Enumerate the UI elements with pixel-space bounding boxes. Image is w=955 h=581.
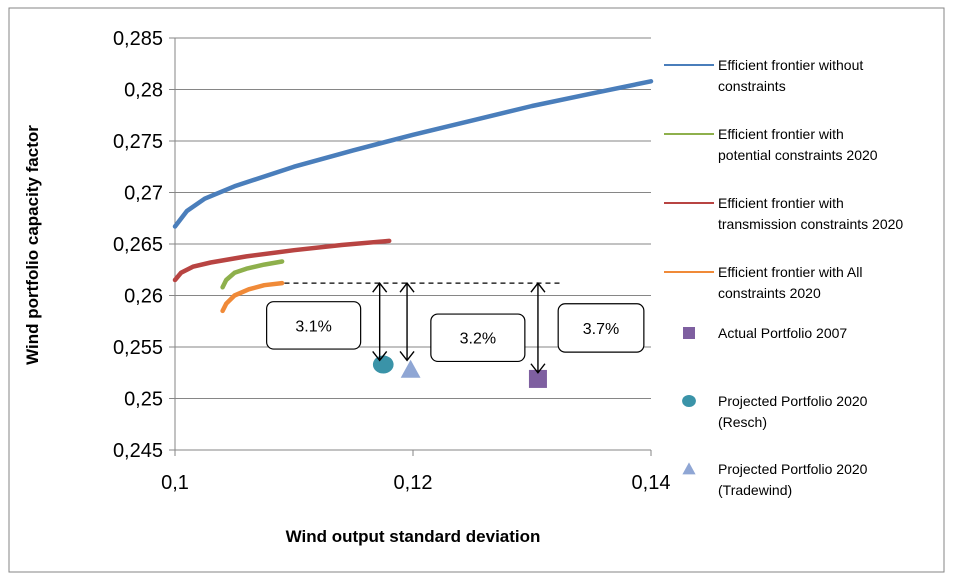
legend-label: (Tradewind) (718, 482, 792, 498)
y-tick-label: 0,275 (113, 131, 163, 153)
y-tick-label: 0,26 (124, 286, 163, 308)
legend-label: constraints 2020 (718, 285, 821, 301)
legend-label: Projected Portfolio 2020 (718, 461, 868, 477)
annotation-label: 3.7% (583, 321, 619, 338)
annotation-label: 3.1% (295, 318, 331, 335)
y-axis-title: Wind portfolio capacity factor (23, 125, 42, 365)
legend-label: Actual Portfolio 2007 (718, 325, 847, 341)
legend-label: Efficient frontier with (718, 195, 844, 211)
data-point-circle (373, 356, 394, 374)
legend-label: (Resch) (718, 414, 767, 430)
x-tick-label: 0,12 (394, 472, 433, 494)
y-tick-label: 0,25 (124, 389, 163, 411)
legend-label: potential constraints 2020 (718, 147, 878, 163)
legend-marker-square (683, 327, 695, 339)
legend-label: Projected Portfolio 2020 (718, 393, 868, 409)
y-tick-label: 0,255 (113, 337, 163, 359)
legend-label: constraints (718, 78, 786, 94)
y-tick-label: 0,27 (124, 183, 163, 205)
y-tick-label: 0,285 (113, 28, 163, 50)
annotation-label: 3.2% (460, 331, 496, 348)
x-tick-label: 0,1 (161, 472, 189, 494)
legend-label: Efficient frontier without (718, 57, 863, 73)
x-tick-label: 0,14 (632, 472, 671, 494)
legend-label: transmission constraints 2020 (718, 216, 903, 232)
y-tick-label: 0,28 (124, 80, 163, 102)
legend-marker-circle (682, 395, 696, 407)
x-axis-title: Wind output standard deviation (286, 527, 541, 546)
y-tick-label: 0,245 (113, 440, 163, 462)
legend-label: Efficient frontier with (718, 126, 844, 142)
y-tick-label: 0,265 (113, 234, 163, 256)
legend-label: Efficient frontier with All (718, 264, 862, 280)
